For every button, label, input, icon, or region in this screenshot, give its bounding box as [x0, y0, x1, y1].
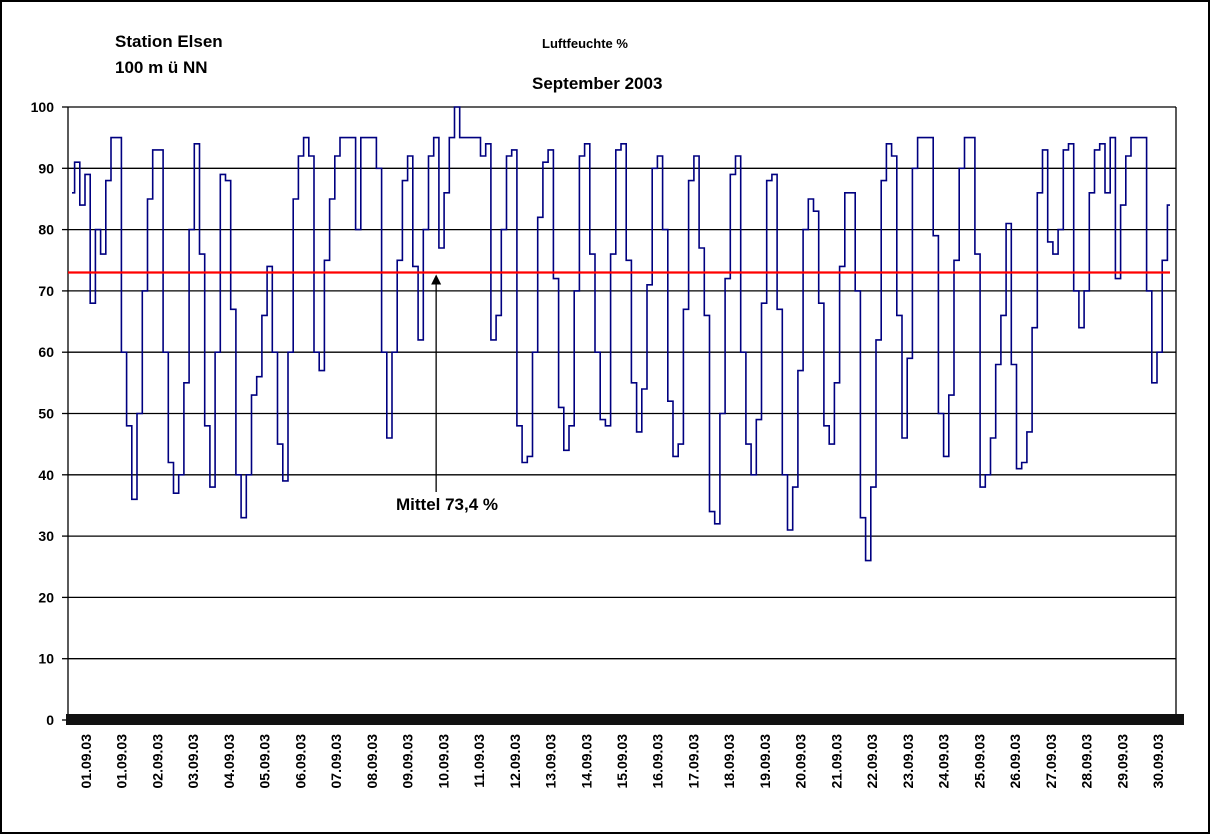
x-tick-label: 26.09.03 [1007, 734, 1023, 789]
y-tick-label: 50 [38, 406, 54, 422]
x-tick-label: 10.09.03 [435, 734, 451, 789]
x-tick-label: 02.09.03 [149, 734, 165, 789]
x-tick-label: 03.09.03 [185, 734, 201, 789]
y-tick-label: 40 [38, 467, 54, 483]
x-tick-label: 04.09.03 [221, 734, 237, 789]
x-tick-label: 20.09.03 [793, 734, 809, 789]
x-tick-label: 07.09.03 [328, 734, 344, 789]
y-tick-label: 60 [38, 344, 54, 360]
x-tick-label: 17.09.03 [685, 734, 701, 789]
x-tick-label: 13.09.03 [543, 734, 559, 789]
x-tick-label: 12.09.03 [507, 734, 523, 789]
y-tick-label: 30 [38, 528, 54, 544]
x-tick-label: 23.09.03 [900, 734, 916, 789]
y-tick-label: 70 [38, 283, 54, 299]
x-tick-label: 29.09.03 [1114, 734, 1130, 789]
x-tick-label: 28.09.03 [1079, 734, 1095, 789]
x-tick-label: 18.09.03 [721, 734, 737, 789]
x-tick-label: 11.09.03 [471, 734, 487, 788]
x-tick-label: 15.09.03 [614, 734, 630, 789]
x-tick-label: 27.09.03 [1043, 734, 1059, 789]
y-tick-label: 20 [38, 589, 54, 605]
x-tick-label: 24.09.03 [936, 734, 952, 789]
x-tick-label: 06.09.03 [292, 734, 308, 789]
x-tick-label: 08.09.03 [364, 734, 380, 789]
humidity-series-line [72, 107, 1170, 561]
x-tick-label: 19.09.03 [757, 734, 773, 789]
y-tick-label: 10 [38, 651, 54, 667]
annotation-arrow-head [431, 275, 441, 285]
x-axis-tick-band [66, 714, 1184, 725]
y-tick-label: 80 [38, 222, 54, 238]
x-tick-label: 01.09.03 [114, 734, 130, 789]
x-tick-label: 25.09.03 [971, 734, 987, 789]
x-tick-label: 09.09.03 [400, 734, 416, 789]
x-tick-label: 22.09.03 [864, 734, 880, 789]
x-tick-label: 05.09.03 [257, 734, 273, 789]
annotation-label: Mittel 73,4 % [396, 495, 498, 514]
x-tick-label: 01.09.03 [78, 734, 94, 789]
x-tick-label: 16.09.03 [650, 734, 666, 789]
x-tick-label: 14.09.03 [578, 734, 594, 789]
x-tick-label: 21.09.03 [828, 734, 844, 789]
y-tick-label: 90 [38, 160, 54, 176]
y-tick-label: 0 [46, 712, 54, 728]
y-tick-label: 100 [31, 99, 55, 115]
x-tick-label: 30.09.03 [1150, 734, 1166, 789]
